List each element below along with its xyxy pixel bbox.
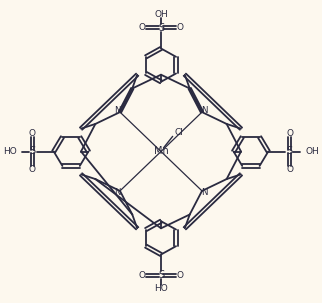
Text: O: O <box>29 129 36 138</box>
Text: O: O <box>138 271 146 280</box>
Text: O: O <box>29 165 36 174</box>
Text: O: O <box>176 271 184 280</box>
Text: O: O <box>286 129 293 138</box>
Text: O: O <box>176 23 184 32</box>
Text: HO: HO <box>154 284 168 293</box>
Text: OH: OH <box>154 10 168 19</box>
Text: O: O <box>138 23 146 32</box>
Text: S: S <box>29 146 35 157</box>
Text: O: O <box>286 165 293 174</box>
Text: N: N <box>201 106 208 115</box>
Text: Mn: Mn <box>154 145 168 156</box>
Text: HO: HO <box>3 147 16 156</box>
Text: N: N <box>114 106 121 115</box>
Text: N: N <box>201 188 208 197</box>
Text: N: N <box>114 188 121 197</box>
Text: S: S <box>287 146 293 157</box>
Text: OH: OH <box>306 147 319 156</box>
Text: Cl: Cl <box>175 128 184 137</box>
Text: S: S <box>158 270 164 280</box>
Text: S: S <box>158 23 164 33</box>
